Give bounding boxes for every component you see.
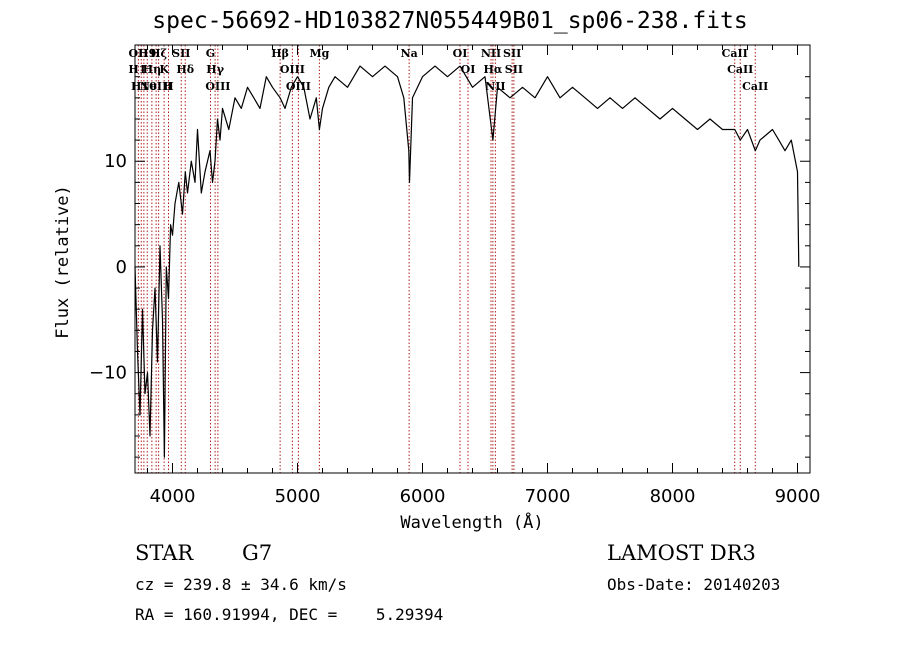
line-marker-label: CaII xyxy=(722,47,748,60)
line-marker-label: Mg xyxy=(309,47,329,60)
chart-title: spec-56692-HD103827N055449B01_sp06-238.f… xyxy=(152,8,748,34)
object-type: STAR xyxy=(135,541,194,565)
x-axis-label: Wavelength (Å) xyxy=(400,511,543,533)
y-tick-label: 10 xyxy=(104,151,127,172)
line-marker-label: Hη xyxy=(143,63,161,76)
line-marker-label: Hδ xyxy=(176,63,194,76)
line-marker-label: OIII xyxy=(286,80,311,93)
line-marker-label: SII xyxy=(503,47,521,60)
line-marker-label: NII xyxy=(485,80,505,93)
line-marker-label: OIII xyxy=(205,80,230,93)
axes xyxy=(134,44,811,474)
line-marker-label: H10 xyxy=(131,80,157,93)
spectrum-line xyxy=(134,65,800,458)
line-marker-label: OII xyxy=(128,47,148,60)
line-marker-label: H11 xyxy=(128,63,154,76)
line-marker-label: NII xyxy=(481,47,501,60)
survey-name: LAMOST DR3 xyxy=(607,541,756,565)
coordinates: RA = 160.91994, DEC = 5.29394 xyxy=(135,605,444,624)
line-marker-label: Hβ xyxy=(271,47,289,60)
line-marker-label: CaII xyxy=(742,80,768,93)
observation-date: Obs-Date: 20140203 xyxy=(607,575,781,594)
line-marker-label: Na xyxy=(401,47,418,60)
y-axis-label: Flux (relative) xyxy=(53,185,73,339)
line-marker-label: Hζ xyxy=(150,47,167,60)
x-tick-label: 4000 xyxy=(150,486,196,507)
line-marker-label: SII xyxy=(172,47,190,60)
line-marker-labels: OII H11 H10 H9 Hη NeIII Hζ KH SII Hδ G Hγ OIII Hβ OIII… xyxy=(128,47,768,93)
x-tick-label: 8000 xyxy=(650,486,696,507)
line-marker-label: OI xyxy=(461,63,476,76)
line-marker-label: K xyxy=(159,63,169,76)
y-tick-label: −10 xyxy=(89,363,127,384)
line-marker-label: NeIII xyxy=(140,80,173,93)
line-marker-label: SII xyxy=(505,63,523,76)
y-tick-label: 0 xyxy=(116,257,127,278)
line-marker-label: H9 xyxy=(138,47,156,60)
x-tick-label: 6000 xyxy=(400,486,446,507)
spectral-subclass: G7 xyxy=(242,541,273,565)
line-marker-label: Hγ xyxy=(206,63,224,76)
line-marker-label: OI xyxy=(453,47,468,60)
line-marker-label: H xyxy=(163,80,173,93)
line-marker-label: G xyxy=(206,47,215,60)
x-tick-label: 9000 xyxy=(775,486,821,507)
line-marker-label: Hα xyxy=(483,63,502,76)
line-marker-label: CaII xyxy=(727,63,753,76)
spectrum-line-group xyxy=(134,65,800,458)
redshift-velocity: cz = 239.8 ± 34.6 km/s xyxy=(135,575,347,594)
line-marker-label: OIII xyxy=(280,63,305,76)
x-tick-label: 5000 xyxy=(275,486,321,507)
plot-frame xyxy=(134,44,811,474)
tick-labels: 4000 5000 6000 7000 8000 9000 −10 0 10 xyxy=(89,151,820,507)
emission-line-markers xyxy=(137,45,756,473)
x-tick-label: 7000 xyxy=(525,486,571,507)
